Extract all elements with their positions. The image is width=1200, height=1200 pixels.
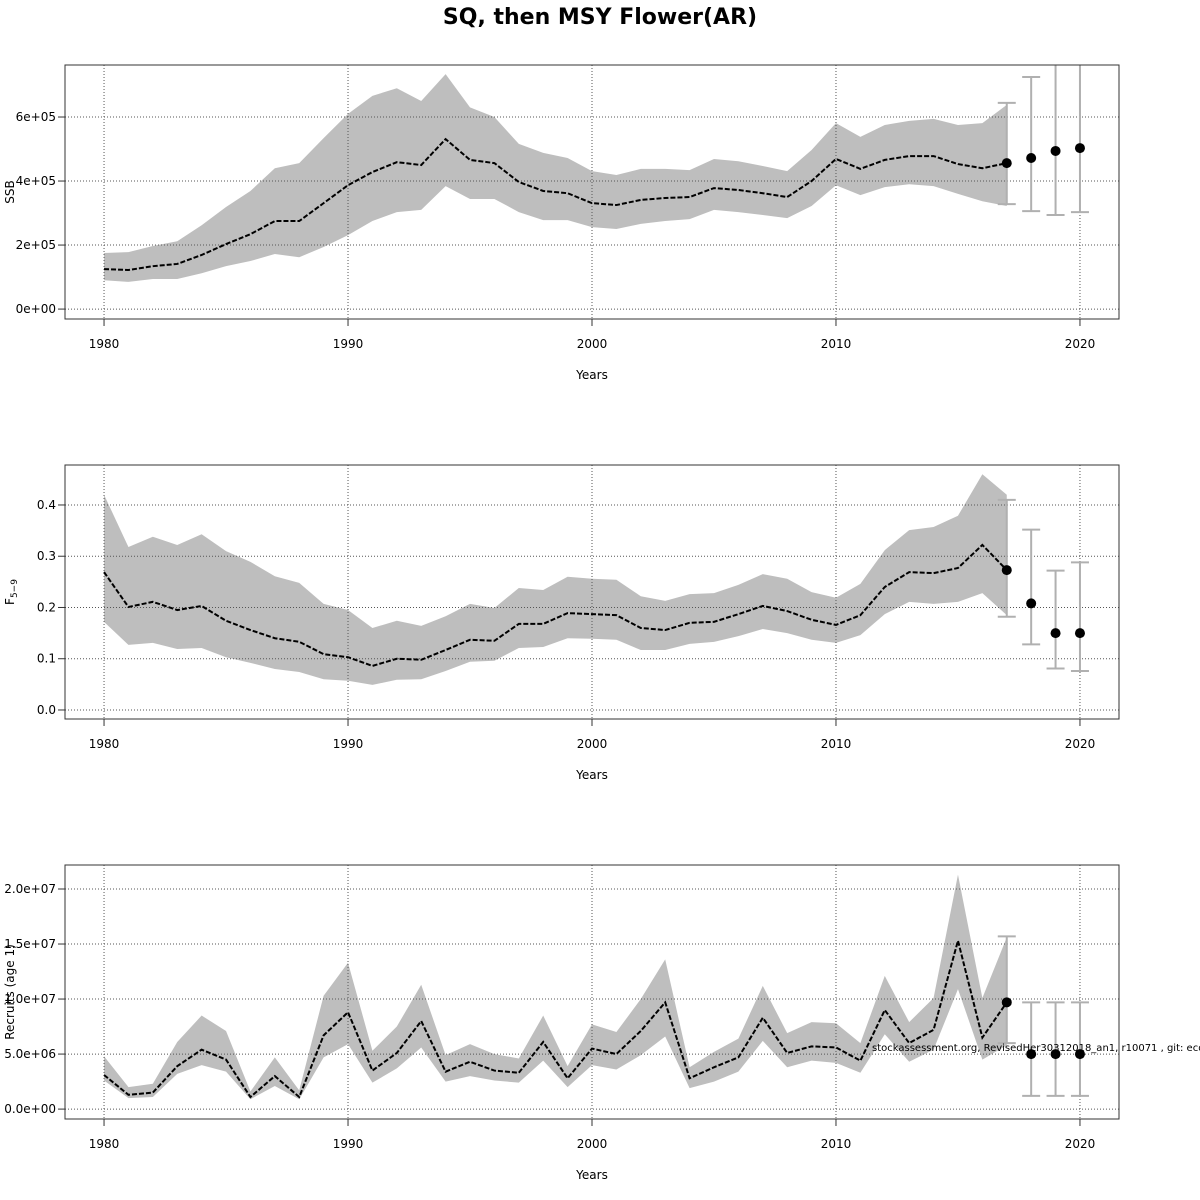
y-tick-label: 6e+05 — [16, 110, 56, 124]
estimate-line — [103, 543, 1008, 667]
y-tick-label: 0e+00 — [16, 302, 56, 316]
forecast-point — [1074, 628, 1085, 639]
forecast-point — [1050, 628, 1061, 639]
y-axis-label: SSB — [3, 180, 17, 203]
x-tick-label: 1980 — [89, 737, 120, 751]
y-axis-label: Recruits (age 1) — [3, 944, 17, 1040]
y-tick-label: 0.0 — [37, 703, 56, 717]
x-tick-label: 1980 — [89, 1137, 120, 1151]
y-tick-label: 2e+05 — [16, 238, 56, 252]
y-tick-label: 0.0e+00 — [4, 1102, 56, 1116]
confidence-band — [104, 74, 1007, 282]
forecast-point — [1001, 158, 1012, 169]
plot-area — [65, 865, 1119, 1119]
panel-2: 1980 1990 2000 2010 2020 0.0 0.1 0.2 0.3 0.4 Years… — [3, 464, 1120, 782]
x-tick-label: 2020 — [1065, 1137, 1096, 1151]
y-tick-label: 2.0e+07 — [4, 882, 56, 896]
x-tick-label: 1980 — [89, 337, 120, 351]
forecast-point — [1050, 145, 1061, 156]
forecast-point — [1074, 143, 1085, 154]
forecast-point — [1026, 1049, 1037, 1060]
x-tick-label: 2020 — [1065, 737, 1096, 751]
plot-area — [65, 65, 1119, 319]
x-tick-label: 1990 — [333, 337, 364, 351]
y-tick-label: 0.1 — [37, 652, 56, 666]
chart-title: SQ, then MSY Flower(AR) — [443, 5, 757, 30]
forecast-point — [1026, 598, 1037, 609]
x-tick-label: 2010 — [821, 337, 852, 351]
forecast-point — [1050, 1049, 1061, 1060]
y-tick-label: 4e+05 — [16, 174, 56, 188]
y-tick-label: 0.4 — [37, 498, 56, 512]
y-tick-label: 1.5e+07 — [4, 937, 56, 951]
y-axis-label: F5−9 — [3, 579, 20, 605]
estimate-line — [103, 936, 1008, 1099]
forecast-point — [1001, 565, 1012, 576]
panel-1: 1980 1990 2000 2010 2020 0e+00 2e+05 4e+05 6e+05… — [3, 64, 1120, 382]
x-tick-label: 1990 — [333, 1137, 364, 1151]
annotation: stockassessment.org, RevisedHer30312018_… — [872, 1043, 1200, 1054]
confidence-band — [104, 474, 1007, 685]
forecast-point — [1001, 997, 1012, 1008]
y-tick-label: 0.3 — [37, 549, 56, 563]
x-axis-label: Years — [575, 768, 608, 782]
y-tick-label: 1.0e+07 — [4, 992, 56, 1006]
x-tick-label: 2000 — [577, 737, 608, 751]
forecast-point — [1026, 152, 1037, 163]
x-tick-label: 2000 — [577, 337, 608, 351]
y-tick-label: 0.2 — [37, 600, 56, 614]
x-tick-label: 2010 — [821, 737, 852, 751]
confidence-band — [104, 874, 1007, 1100]
x-tick-label: 2000 — [577, 1137, 608, 1151]
x-axis-label: Years — [575, 1168, 608, 1182]
x-axis-label: Years — [575, 368, 608, 382]
x-tick-label: 2020 — [1065, 337, 1096, 351]
x-tick-label: 2010 — [821, 1137, 852, 1151]
estimate-line — [103, 137, 1007, 272]
y-tick-label: 5.0e+06 — [4, 1047, 56, 1061]
plot-area — [65, 465, 1119, 719]
forecast-point — [1074, 1049, 1085, 1060]
panel-3: 1980 1990 2000 2010 2020 0.0e+00 5.0e+06 1.0e+0… — [3, 864, 1120, 1182]
x-tick-label: 1990 — [333, 737, 364, 751]
